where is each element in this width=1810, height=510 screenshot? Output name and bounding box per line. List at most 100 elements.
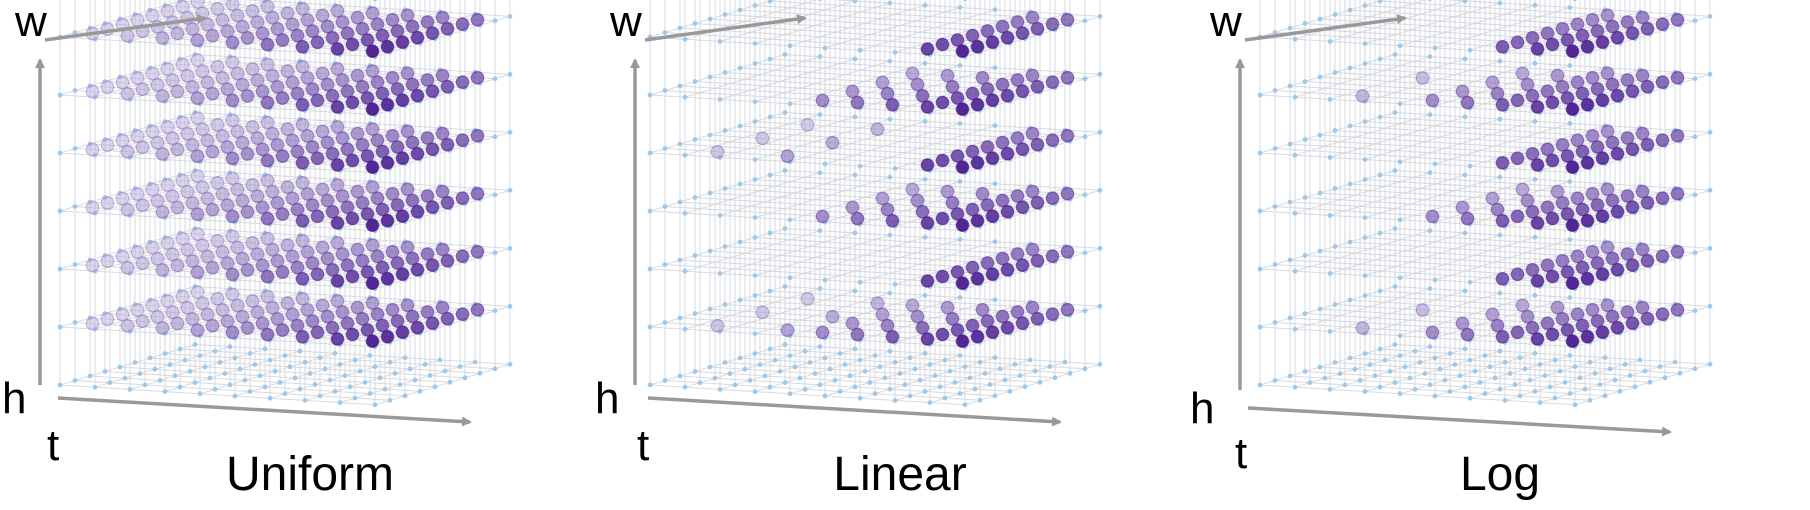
grid-line [1504, 301, 1641, 343]
grid-node [1097, 71, 1103, 77]
sample-point [940, 184, 955, 199]
grid-node [1692, 76, 1698, 82]
sample-point [1580, 39, 1595, 54]
grid-node [1397, 101, 1403, 107]
grid-node [1587, 397, 1593, 403]
sample-point [185, 22, 200, 36]
grid-node [387, 359, 393, 365]
sample-point [980, 140, 995, 154]
grid-line [1259, 170, 1396, 212]
grid-node [1027, 357, 1033, 363]
sample-point [870, 122, 885, 136]
sample-point [1620, 305, 1635, 319]
grid-node [1672, 359, 1678, 365]
sample-point [175, 57, 190, 72]
sample-point [1670, 70, 1685, 85]
sample-point [225, 35, 240, 50]
sample-point [190, 285, 205, 299]
grid-line [929, 129, 1066, 172]
grid-node [332, 350, 338, 356]
grid-node [457, 364, 463, 369]
grid-node [507, 71, 513, 77]
sample-point [355, 196, 370, 210]
grid-line [199, 178, 336, 221]
sample-point [405, 77, 420, 92]
sample-point [1000, 146, 1015, 161]
sample-point [255, 200, 270, 215]
sample-point [1540, 142, 1555, 157]
grid-node [767, 346, 773, 352]
sample-point [965, 144, 980, 159]
sample-point [260, 95, 275, 110]
sample-point [330, 100, 345, 114]
grid-node [392, 371, 398, 376]
grid-node [817, 344, 823, 350]
grid-line [374, 363, 511, 406]
grid-node [987, 382, 993, 387]
sample-point [295, 156, 310, 170]
grid-node [1272, 204, 1278, 209]
grid-node [857, 47, 863, 53]
grid-node [817, 286, 823, 292]
sample-point [1655, 75, 1670, 89]
sample-point [1025, 68, 1040, 83]
sample-point [280, 296, 295, 310]
grid-node [202, 364, 208, 370]
grid-line [374, 189, 511, 232]
sample-point [220, 256, 235, 270]
grid-line [1539, 361, 1676, 404]
grid-node [647, 150, 653, 156]
grid-line [724, 362, 1041, 383]
grid-node [647, 382, 653, 388]
grid-node [1467, 47, 1473, 53]
sample-point [905, 182, 920, 197]
sample-point [305, 24, 320, 38]
grid-node [1377, 172, 1383, 178]
grid-node [1082, 366, 1088, 372]
sample-point [950, 323, 965, 337]
sample-point [1530, 158, 1545, 172]
grid-node [1377, 346, 1383, 352]
sample-point [190, 33, 205, 47]
grid-node [887, 290, 893, 296]
grid-node [1292, 152, 1298, 158]
grid-node [707, 74, 713, 80]
grid-node [992, 65, 998, 71]
grid-node [722, 244, 728, 249]
sample-point [1575, 86, 1590, 101]
grid-node [247, 389, 253, 394]
grid-node [1327, 271, 1333, 276]
sample-point [1605, 193, 1620, 208]
sample-point [455, 17, 470, 31]
sample-point [385, 245, 400, 259]
sample-point [955, 102, 970, 116]
sample-point [310, 151, 325, 166]
sample-point [455, 75, 470, 89]
grid-line [59, 384, 376, 406]
sample-point [1575, 318, 1590, 333]
sample-point [1605, 251, 1620, 266]
grid-line [964, 189, 1101, 232]
sample-point [980, 24, 995, 38]
sample-point [340, 200, 355, 215]
sample-point [375, 144, 390, 159]
grid-line [754, 350, 891, 393]
sample-point [1060, 186, 1075, 201]
sample-point [1495, 39, 1510, 54]
sample-point [360, 265, 375, 279]
sample-point [1045, 133, 1060, 147]
grid-node [1582, 386, 1588, 392]
grid-node [1347, 7, 1353, 13]
sample-point [1605, 77, 1620, 92]
grid-node [767, 114, 773, 120]
grid-line [1469, 9, 1606, 51]
sample-point [215, 13, 230, 27]
sample-point [225, 287, 240, 302]
sample-point [100, 138, 115, 152]
grid-node [187, 369, 193, 374]
grid-node [242, 377, 248, 383]
sample-point [1590, 140, 1605, 154]
grid-node [267, 357, 273, 363]
sample-point [920, 274, 935, 288]
sample-point [1510, 35, 1525, 50]
